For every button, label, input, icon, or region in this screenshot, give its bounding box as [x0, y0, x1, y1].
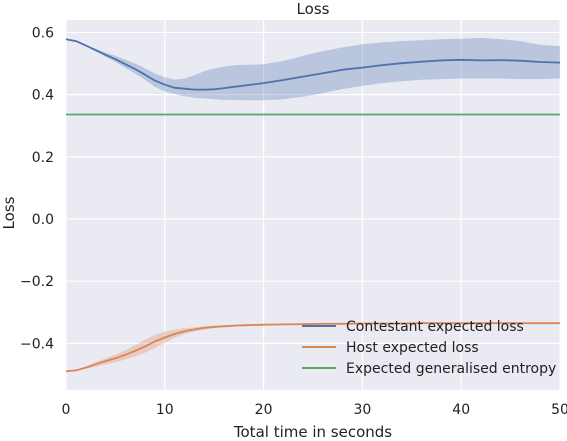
y-tick-label: 0.4	[32, 88, 54, 104]
x-tick-label: 0	[62, 402, 71, 418]
chart-title: Loss	[297, 0, 330, 18]
contestant-expected-loss-line	[65, 38, 561, 91]
x-tick-label: 40	[452, 402, 470, 418]
legend: Contestant expected loss Host expected lo…	[302, 319, 556, 377]
x-tick-label: 50	[551, 402, 567, 418]
legend-label-host-expected-loss: Host expected loss	[346, 340, 479, 356]
y-tick-label: 0.0	[32, 212, 54, 228]
y-tick-label: −0.4	[20, 336, 54, 352]
tick-labels: 0 10 20 30 40 50 0.6 0.4 0.2 0.0 −0.2 −0.4	[20, 25, 567, 418]
y-tick-label: 0.2	[32, 150, 54, 166]
y-tick-label: −0.2	[20, 274, 54, 290]
legend-label-expected-generalised-entropy: Expected generalised entropy	[346, 361, 556, 377]
y-axis-label: Loss	[0, 196, 18, 229]
x-tick-label: 10	[156, 402, 174, 418]
grid-lines	[65, 20, 561, 390]
series-lines	[65, 38, 561, 373]
contestant-expected-loss-band	[66, 38, 560, 101]
x-tick-label: 30	[353, 402, 371, 418]
x-axis-label: Total time in seconds	[233, 423, 392, 441]
y-tick-label: 0.6	[32, 25, 54, 41]
confidence-bands	[66, 38, 560, 372]
plot-background	[66, 20, 560, 390]
x-tick-label: 20	[255, 402, 273, 418]
host-expected-loss-line	[65, 322, 560, 373]
legend-label-contestant-expected-loss: Contestant expected loss	[346, 319, 524, 335]
